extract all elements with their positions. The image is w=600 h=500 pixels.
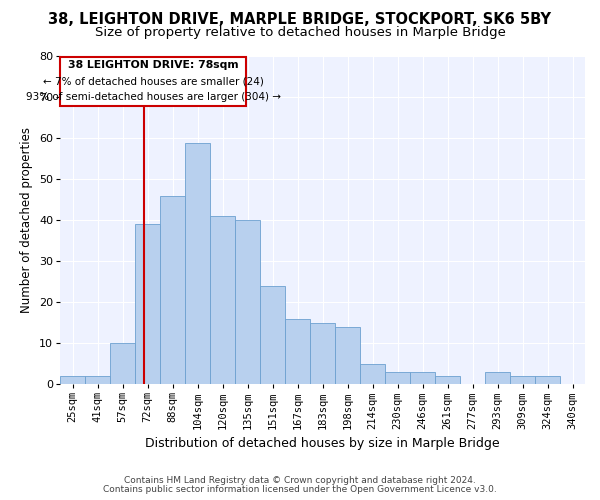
Text: 38 LEIGHTON DRIVE: 78sqm: 38 LEIGHTON DRIVE: 78sqm	[68, 60, 238, 70]
Text: 93% of semi-detached houses are larger (304) →: 93% of semi-detached houses are larger (…	[26, 92, 281, 102]
Y-axis label: Number of detached properties: Number of detached properties	[20, 128, 34, 314]
Bar	[410, 372, 435, 384]
Bar	[360, 364, 385, 384]
Bar	[435, 376, 460, 384]
Bar	[510, 376, 535, 384]
Bar	[185, 142, 210, 384]
Bar	[60, 376, 85, 384]
Text: Contains public sector information licensed under the Open Government Licence v3: Contains public sector information licen…	[103, 485, 497, 494]
Bar	[160, 196, 185, 384]
Bar	[135, 224, 160, 384]
Bar	[485, 372, 510, 384]
Bar	[285, 318, 310, 384]
Bar	[260, 286, 285, 384]
Text: Size of property relative to detached houses in Marple Bridge: Size of property relative to detached ho…	[95, 26, 505, 39]
Bar	[110, 344, 135, 384]
Bar	[210, 216, 235, 384]
FancyBboxPatch shape	[60, 58, 246, 106]
Bar	[535, 376, 560, 384]
Bar	[335, 327, 360, 384]
Text: Contains HM Land Registry data © Crown copyright and database right 2024.: Contains HM Land Registry data © Crown c…	[124, 476, 476, 485]
Bar	[385, 372, 410, 384]
Bar	[235, 220, 260, 384]
X-axis label: Distribution of detached houses by size in Marple Bridge: Distribution of detached houses by size …	[145, 437, 500, 450]
Bar	[310, 323, 335, 384]
Bar	[85, 376, 110, 384]
Text: ← 7% of detached houses are smaller (24): ← 7% of detached houses are smaller (24)	[43, 76, 263, 86]
Text: 38, LEIGHTON DRIVE, MARPLE BRIDGE, STOCKPORT, SK6 5BY: 38, LEIGHTON DRIVE, MARPLE BRIDGE, STOCK…	[49, 12, 551, 28]
